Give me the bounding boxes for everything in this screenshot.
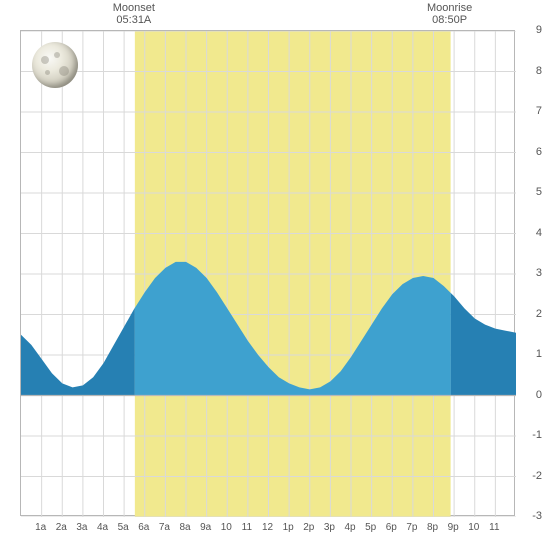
header-time: 08:50P: [420, 14, 480, 26]
x-tick: 5p: [365, 522, 376, 533]
x-tick: 1p: [283, 522, 294, 533]
x-tick: 2a: [56, 522, 67, 533]
x-tick: 9p: [448, 522, 459, 533]
x-tick: 3a: [76, 522, 87, 533]
tide-chart: Moonset05:31AMoonrise08:50P -3-2-1012345…: [0, 0, 550, 550]
header-title: Moonset: [104, 2, 164, 14]
moonset-label: Moonset05:31A: [104, 2, 164, 26]
y-tick: 2: [536, 308, 542, 320]
x-tick: 9a: [200, 522, 211, 533]
x-tick: 1a: [35, 522, 46, 533]
x-tick: 4p: [344, 522, 355, 533]
plot-svg: [21, 31, 516, 517]
y-tick: 9: [536, 24, 542, 36]
x-tick: 8p: [427, 522, 438, 533]
x-tick: 11: [242, 522, 252, 533]
x-tick: 8a: [179, 522, 190, 533]
x-tick: 4a: [97, 522, 108, 533]
x-tick: 6p: [386, 522, 397, 533]
x-tick: 10: [468, 522, 479, 533]
plot-area: [20, 30, 515, 516]
header-time: 05:31A: [104, 14, 164, 26]
y-tick: 0: [536, 389, 542, 401]
x-tick: 5a: [118, 522, 129, 533]
x-tick: 6a: [138, 522, 149, 533]
moonrise-label: Moonrise08:50P: [420, 2, 480, 26]
x-tick: 12: [262, 522, 273, 533]
y-tick: 3: [536, 267, 542, 279]
header-title: Moonrise: [420, 2, 480, 14]
y-tick: -3: [532, 510, 542, 522]
y-tick: 6: [536, 146, 542, 158]
x-tick: 11: [489, 522, 499, 533]
y-tick: -1: [532, 429, 542, 441]
y-tick: 5: [536, 186, 542, 198]
y-tick: -2: [532, 470, 542, 482]
y-tick: 7: [536, 105, 542, 117]
y-tick: 1: [536, 348, 542, 360]
x-tick: 10: [221, 522, 232, 533]
x-tick: 2p: [303, 522, 314, 533]
y-tick: 8: [536, 65, 542, 77]
x-tick: 3p: [324, 522, 335, 533]
y-tick: 4: [536, 227, 542, 239]
moon-icon: [32, 42, 78, 88]
x-tick: 7p: [406, 522, 417, 533]
x-tick: 7a: [159, 522, 170, 533]
